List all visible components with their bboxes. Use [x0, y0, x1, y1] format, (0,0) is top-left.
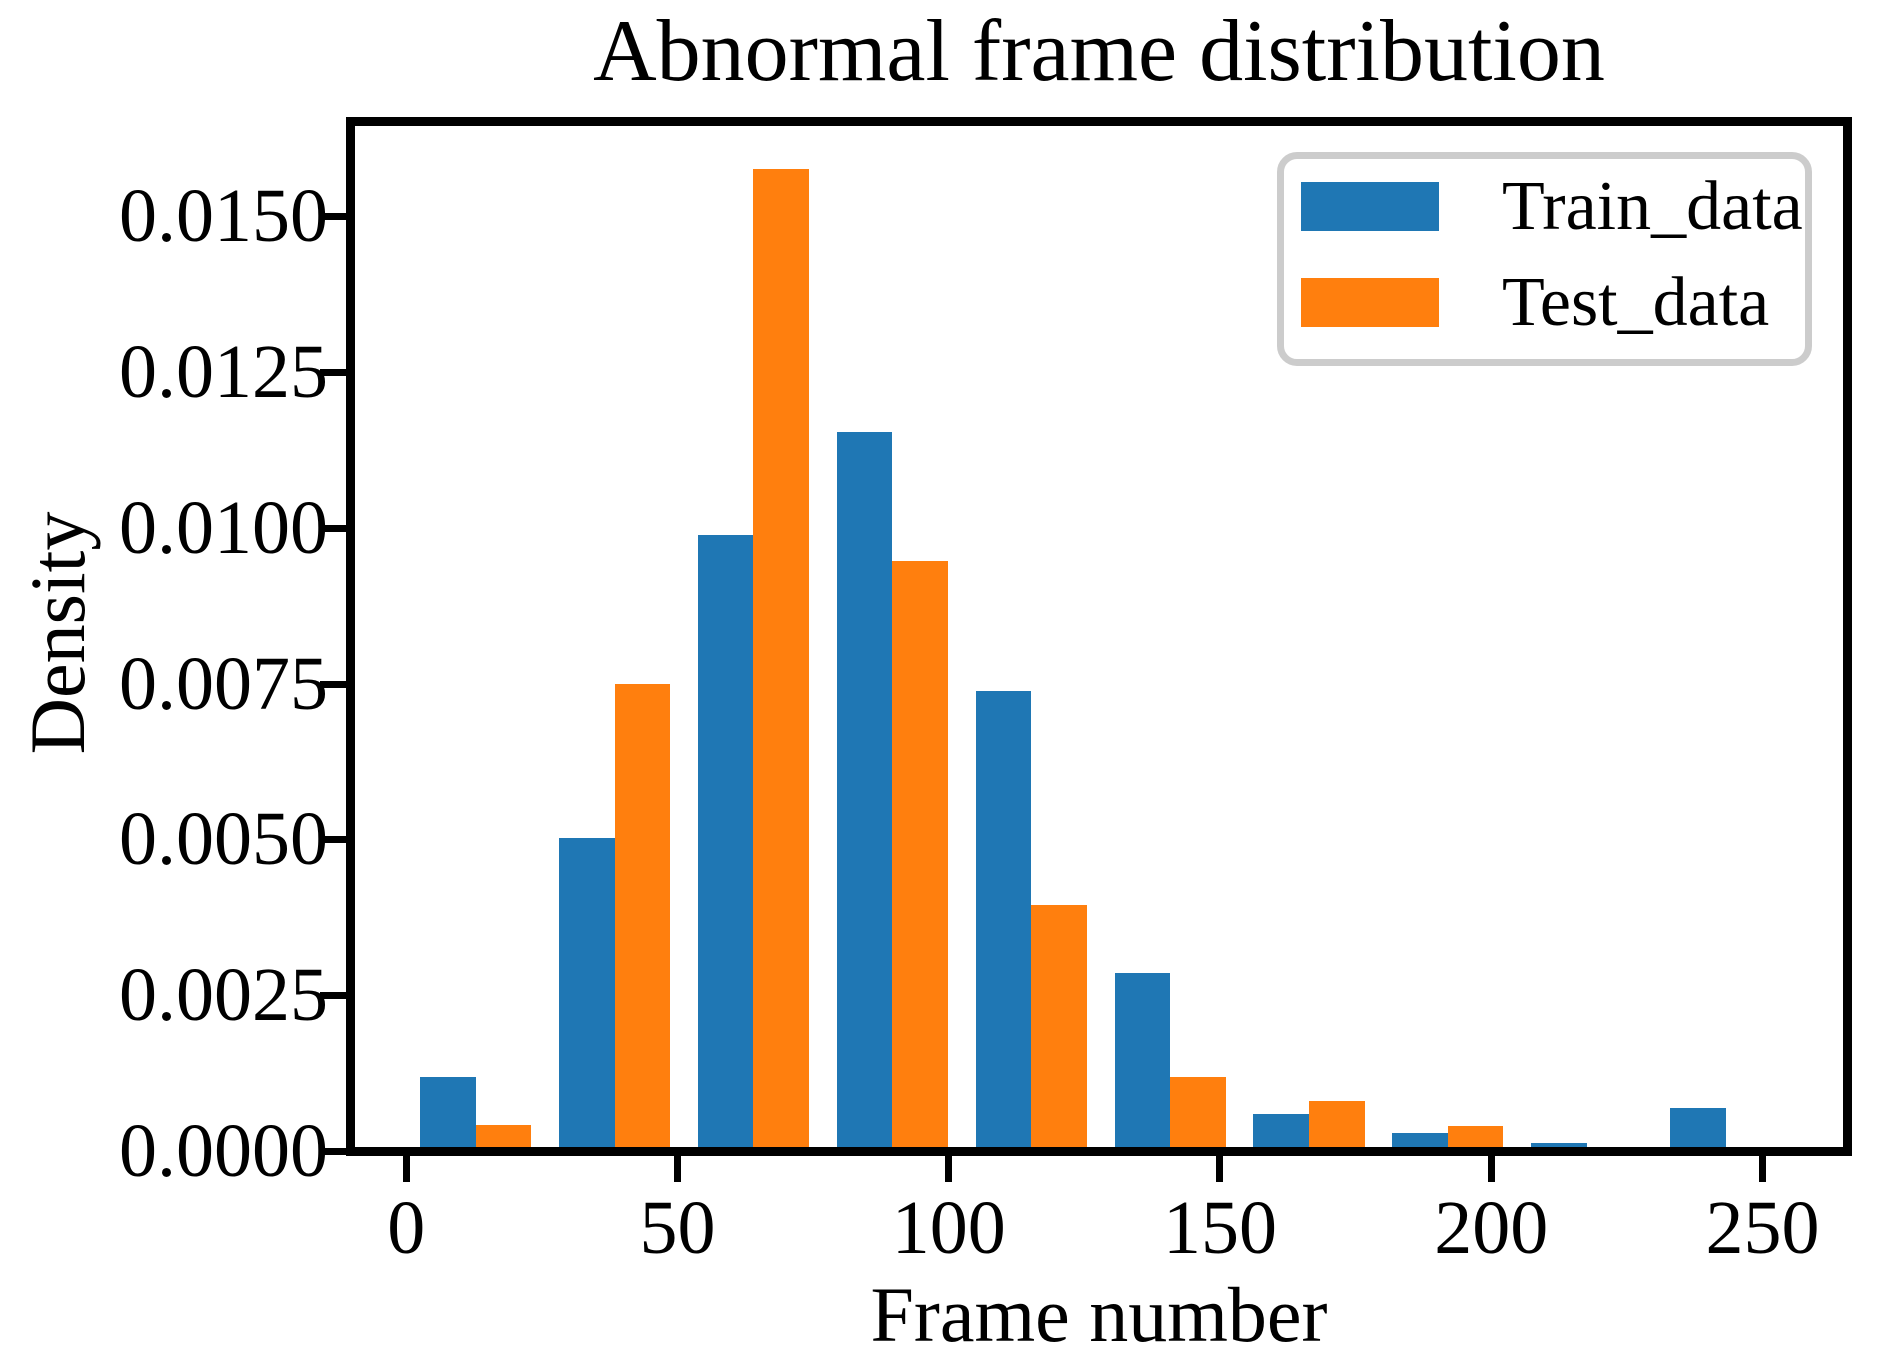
test-data-swatch	[1301, 278, 1439, 327]
x-tick-label-100: 100	[891, 1186, 1006, 1270]
y-tick-label-0.0125: 0.0125	[119, 329, 328, 414]
y-tick-label-0.0100: 0.0100	[119, 485, 328, 570]
bars-layer	[355, 126, 1843, 1147]
bar-train_data-4	[975, 690, 1032, 1147]
x-tick-label-250: 250	[1705, 1186, 1820, 1270]
y-tick-mark-0.0025	[320, 992, 346, 1000]
bar-test_data-6	[1308, 1101, 1365, 1147]
y-tick-label-0.0075: 0.0075	[119, 641, 328, 726]
y-tick-mark-0.0075	[320, 680, 346, 688]
bar-test_data-2	[753, 169, 810, 1147]
bar-test_data-3	[892, 561, 948, 1147]
bar-train_data-1	[559, 838, 615, 1147]
legend-label-test: Test_data	[1502, 264, 1770, 341]
x-tick-label-0: 0	[387, 1186, 426, 1270]
y-tick-label-0.0150: 0.0150	[119, 174, 328, 259]
y-tick-mark-0.0150	[320, 213, 346, 221]
x-tick-mark-0	[402, 1156, 410, 1182]
y-tick-mark-0.0100	[320, 524, 346, 532]
bar-test_data-0	[475, 1124, 532, 1147]
chart-title: Abnormal frame distribution	[593, 3, 1605, 100]
legend-label-train: Train_data	[1502, 168, 1803, 245]
bar-train_data-0	[420, 1077, 476, 1147]
y-tick-label-0.0000: 0.0000	[119, 1109, 328, 1193]
x-axis-label: Frame number	[870, 1271, 1328, 1358]
bar-test_data-7	[1447, 1125, 1504, 1147]
bar-test_data-5	[1170, 1076, 1226, 1147]
bar-train_data-9	[1670, 1108, 1726, 1147]
bar-train_data-2	[697, 534, 754, 1147]
bar-train_data-6	[1253, 1113, 1309, 1147]
x-tick-mark-200	[1487, 1156, 1495, 1182]
train-data-swatch	[1301, 182, 1439, 231]
x-tick-mark-150	[1216, 1156, 1224, 1182]
legend: Train_data Test_data	[1277, 152, 1812, 366]
bar-test_data-1	[614, 684, 671, 1147]
x-tick-label-200: 200	[1434, 1186, 1549, 1270]
y-tick-mark-0.0050	[320, 836, 346, 844]
x-tick-mark-50	[674, 1156, 682, 1182]
bar-train_data-8	[1531, 1143, 1587, 1147]
y-tick-mark-0.0125	[320, 368, 346, 376]
y-tick-label-0.0025: 0.0025	[119, 953, 328, 1038]
y-axis-label: Density	[14, 511, 101, 755]
y-tick-label-0.0050: 0.0050	[119, 797, 328, 882]
bar-train_data-5	[1114, 973, 1171, 1147]
bar-train_data-7	[1392, 1133, 1448, 1147]
legend-item-test: Test_data	[1301, 264, 1770, 341]
x-tick-mark-250	[1758, 1156, 1766, 1182]
bar-train_data-3	[836, 432, 893, 1147]
x-tick-label-150: 150	[1162, 1186, 1277, 1270]
x-tick-mark-100	[945, 1156, 953, 1182]
x-tick-label-50: 50	[639, 1186, 716, 1270]
y-tick-mark-0.0000	[320, 1148, 346, 1155]
legend-item-train: Train_data	[1301, 168, 1803, 245]
bar-test_data-4	[1031, 905, 1087, 1147]
